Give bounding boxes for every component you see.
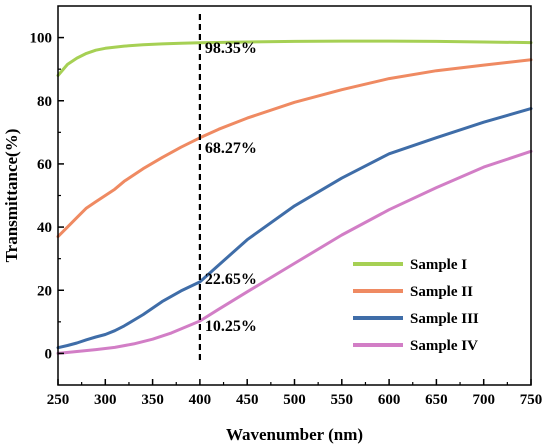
x-tick-label: 400 <box>189 392 212 408</box>
x-tick-label: 250 <box>47 392 70 408</box>
legend: Sample I Sample II Sample III Sample IV <box>353 257 479 354</box>
x-tick-label: 550 <box>331 392 354 408</box>
x-tick-label: 450 <box>236 392 259 408</box>
y-tick-label: 80 <box>37 94 52 110</box>
x-tick-label: 300 <box>94 392 117 408</box>
tick-layer: 250 300 350 400 450 500 550 600 650 700 750 0 20 40 60… <box>30 31 543 408</box>
x-tick-label: 650 <box>425 392 448 408</box>
series-layer <box>56 39 533 355</box>
y-tick-label: 0 <box>45 346 53 362</box>
x-tick-label: 500 <box>283 392 306 408</box>
x-tick-label: 600 <box>378 392 401 408</box>
y-tick-label: 60 <box>37 157 52 173</box>
legend-label-4: Sample IV <box>410 338 478 354</box>
x-axis-title: Wavenumber (nm) <box>226 425 363 444</box>
y-tick-label: 100 <box>30 31 53 47</box>
y-tick-label: 20 <box>37 283 52 299</box>
series-line-3 <box>56 107 533 350</box>
series-line-1 <box>56 39 533 77</box>
annotation-layer: 98.35% 68.27% 22.65% 10.25% <box>205 40 257 335</box>
annotation-4: 10.25% <box>205 318 257 335</box>
y-tick-label: 40 <box>37 220 52 236</box>
series-line-2 <box>56 58 533 239</box>
y-axis-title: Transmittance(%) <box>2 129 21 263</box>
annotation-3: 22.65% <box>205 271 257 288</box>
plot-frame <box>57 5 532 386</box>
annotation-1: 98.35% <box>205 40 257 57</box>
x-tick-label: 350 <box>141 392 164 408</box>
annotation-2: 68.27% <box>205 140 257 157</box>
x-tick-label: 750 <box>520 392 543 408</box>
series-line-4 <box>56 149 533 355</box>
legend-label-3: Sample III <box>410 311 479 327</box>
x-tick-label: 700 <box>472 392 495 408</box>
legend-label-1: Sample I <box>410 257 467 273</box>
legend-label-2: Sample II <box>410 284 473 300</box>
